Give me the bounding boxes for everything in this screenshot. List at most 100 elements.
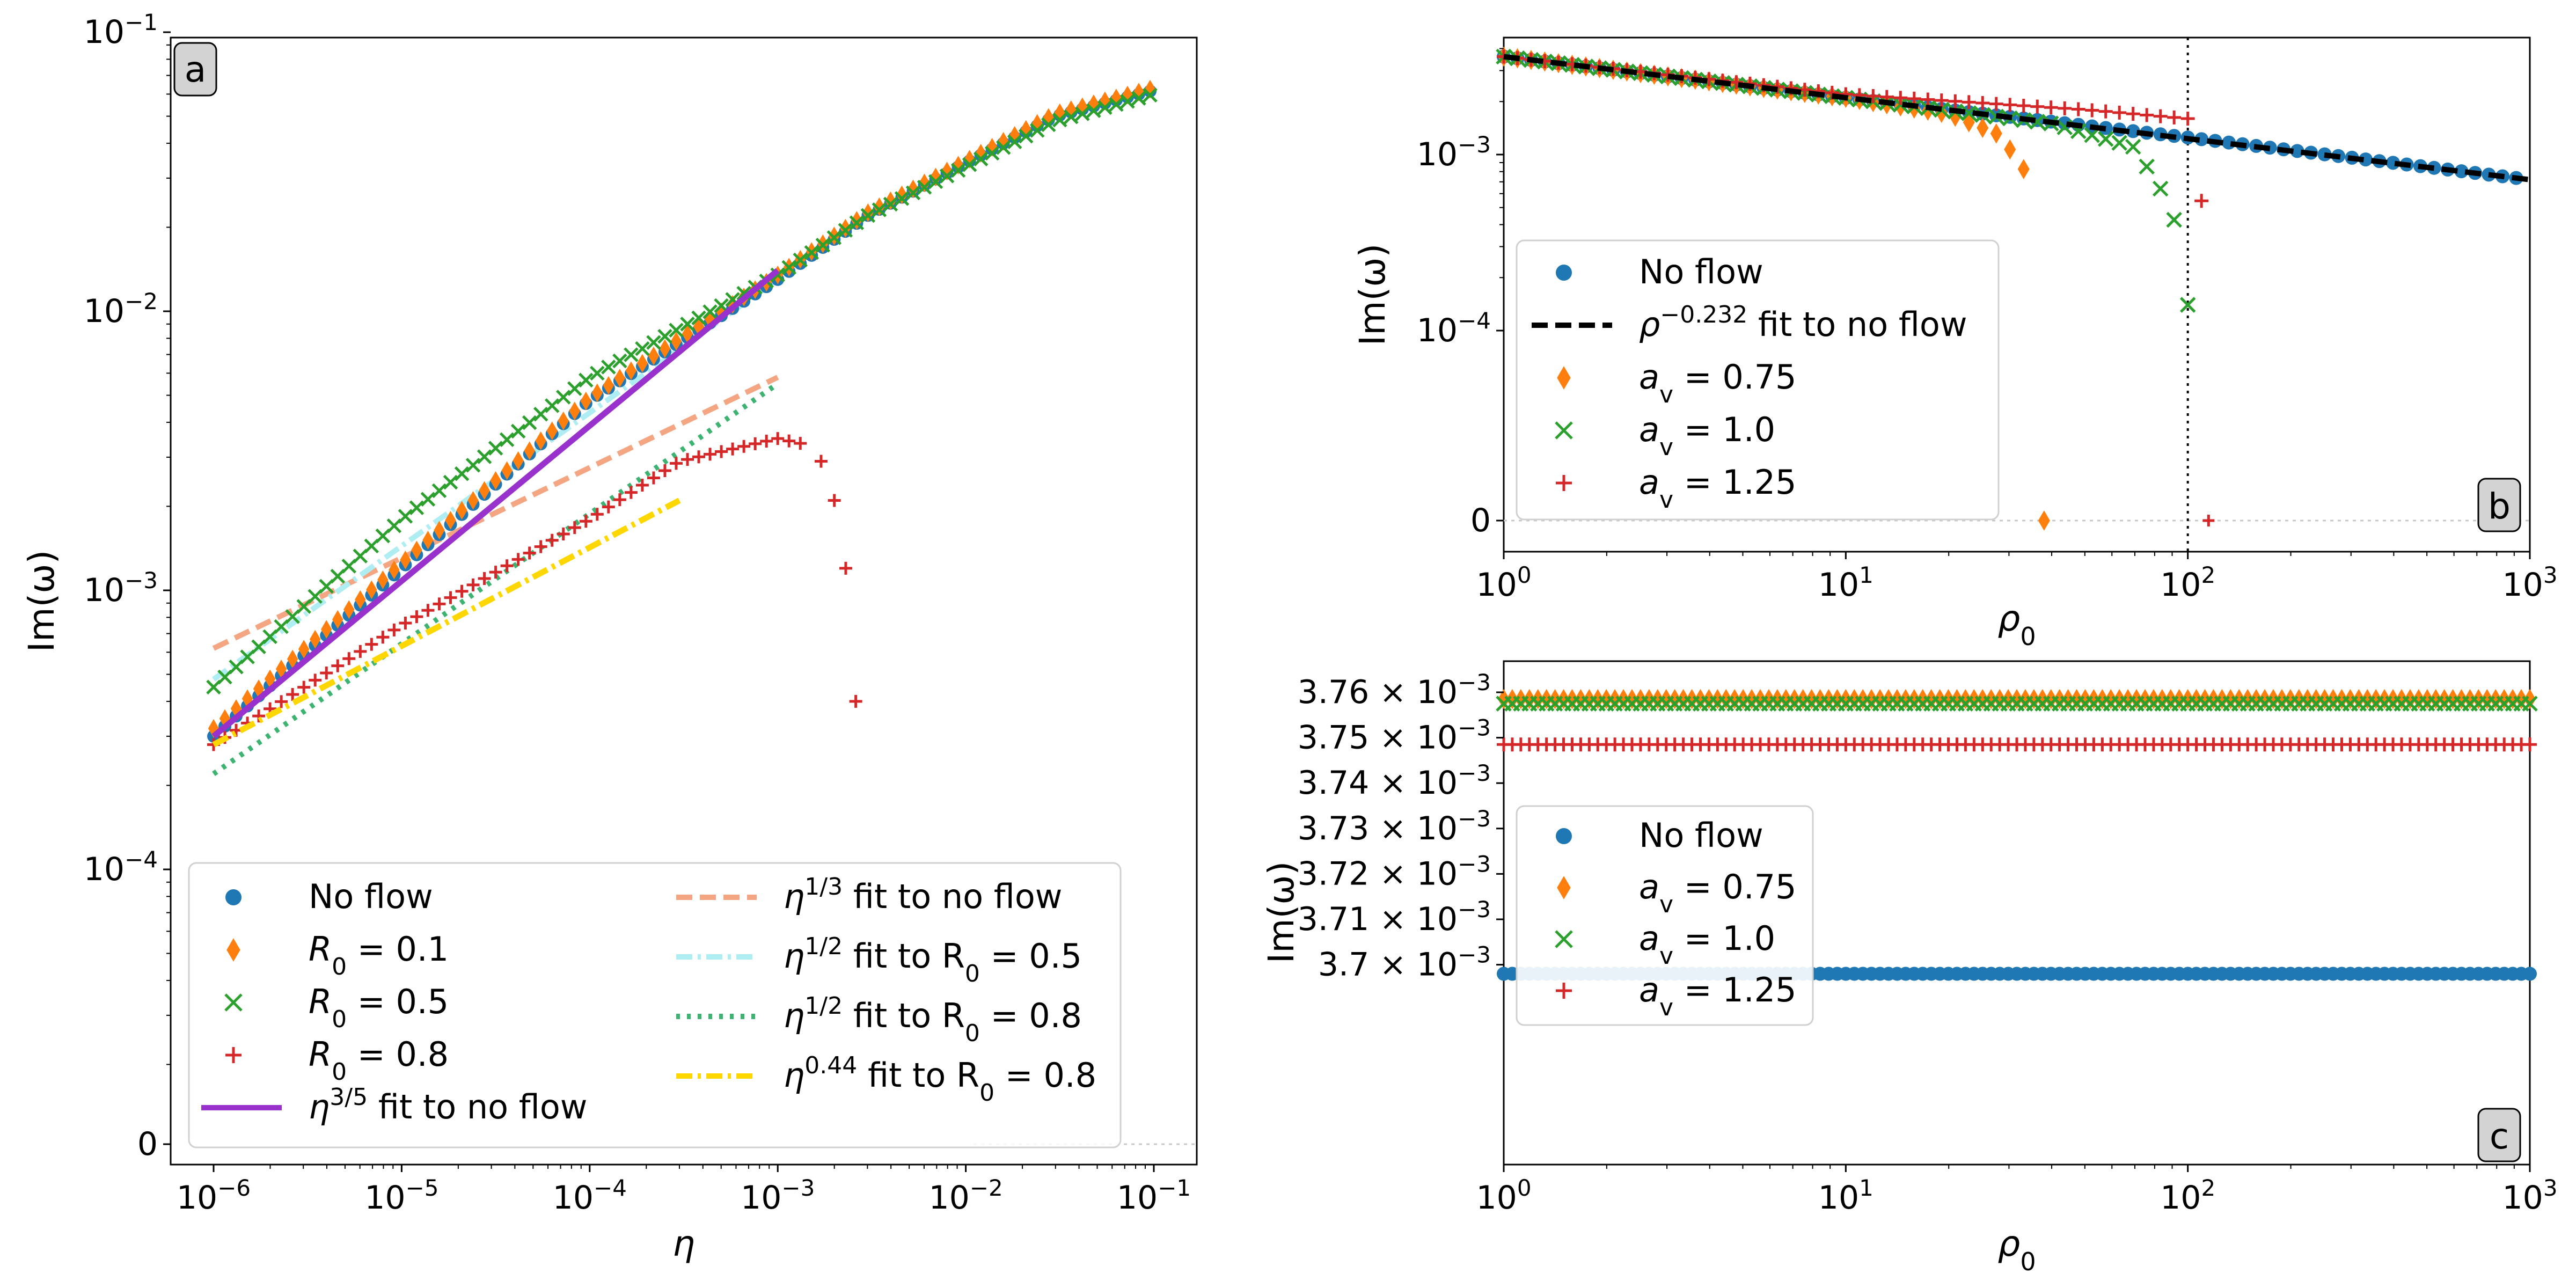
marker-a-v-0-75 — [2173, 689, 2185, 709]
marker-a-v-0-75 — [2070, 689, 2083, 709]
marker-r0-0-5 — [781, 260, 796, 275]
marker-r0-0-8 — [275, 695, 288, 708]
marker-r0-0-1 — [919, 173, 930, 193]
legend-label: R0 = 0.5 — [309, 982, 449, 1033]
marker-r0-0-5 — [454, 466, 470, 481]
marker-r0-0-1 — [253, 679, 265, 698]
marker-a-v-1-0 — [2111, 135, 2127, 151]
legend-label: η1/2 fit to R0 = 0.8 — [784, 992, 1082, 1047]
legend-entry: η0.44 fit to R0 = 0.8 — [676, 1052, 1096, 1107]
legend-swatch-x — [1555, 930, 1573, 948]
marker-r0-0-8 — [760, 434, 773, 448]
marker-r0-0-1 — [953, 156, 964, 175]
marker-a-v-0-75 — [1703, 689, 1715, 709]
marker-r0-0-1 — [670, 332, 682, 351]
legend-swatch-diamond — [1557, 876, 1571, 899]
marker-a-v-0-75 — [2438, 689, 2450, 709]
marker-r0-0-5 — [950, 163, 966, 178]
panel-a-legend: No flow R0 = 0.1R0 = 0.5R0 = 0.8η3/5 fit … — [188, 862, 1122, 1148]
marker-r0-0-8 — [602, 500, 615, 514]
marker-a-v-1-25 — [2003, 98, 2017, 112]
marker-r0-0-8 — [523, 546, 536, 560]
x-tick-label: 102 — [2160, 1175, 2215, 1217]
marker-r0-0-5 — [555, 390, 571, 405]
marker-a-v-1-25 — [1934, 93, 1949, 108]
marker-r0-0-5 — [646, 335, 661, 350]
marker-a-v-1-25 — [2180, 112, 2195, 126]
marker-r0-0-5 — [1131, 91, 1146, 106]
legend-entry: R0 = 0.1 — [226, 930, 449, 980]
marker-a-v-0-75 — [2105, 689, 2117, 709]
marker-a-v-0-75 — [1831, 689, 1843, 709]
marker-a-v-0-75 — [1797, 689, 1809, 709]
legend-entry: η3/5 fit to no flow — [201, 1084, 587, 1126]
marker-r0-0-8 — [568, 521, 581, 535]
marker-r0-0-5 — [522, 415, 537, 430]
y-tick-label: 10−4 — [84, 846, 158, 889]
marker-a-v-0-75 — [2139, 689, 2151, 709]
marker-a-v-0-75 — [1916, 689, 1929, 709]
fit-line-overlay-0-44-fit-to-r0-0-8 — [212, 497, 681, 748]
marker-a-v-0-75 — [1882, 689, 1895, 709]
panel-a-badge: a — [173, 42, 217, 97]
marker-a-v-0-75 — [1600, 689, 1613, 709]
marker-a-v-0-75 — [2421, 689, 2433, 709]
marker-r0-0-8 — [331, 659, 345, 672]
marker-r0-0-1 — [287, 649, 298, 669]
marker-a-v-0-75 — [1977, 689, 1989, 709]
marker-r0-0-1 — [400, 551, 411, 569]
legend-swatch-circle — [1556, 828, 1572, 844]
marker-r0-0-5 — [1109, 97, 1124, 112]
marker-r0-0-5 — [1097, 100, 1113, 115]
marker-a-v-0-75 — [1729, 689, 1741, 709]
marker-r0-0-8 — [489, 566, 502, 579]
marker-r0-0-1 — [434, 521, 445, 540]
marker-a-v-1-25 — [1729, 75, 1744, 90]
marker-a-v-1-25 — [2016, 98, 2031, 113]
marker-r0-0-8 — [635, 479, 649, 492]
x-tick-label: 102 — [2160, 562, 2215, 604]
marker-r0-0-8 — [704, 448, 717, 461]
y-tick-label: 0 — [137, 1125, 158, 1163]
marker-r0-0-1 — [930, 167, 941, 187]
marker-r0-0-1 — [411, 540, 422, 560]
legend-entry: No flow — [1556, 252, 1763, 291]
marker-a-v-0-75 — [2062, 689, 2074, 709]
marker-r0-0-8 — [737, 440, 751, 453]
y-tick-label: 3.71 × 10−3 — [1298, 896, 1491, 939]
marker-r0-0-1 — [389, 560, 400, 580]
marker-a-v-0-75 — [2079, 689, 2091, 709]
marker-a-v-0-75 — [2301, 689, 2314, 709]
marker-a-v-0-75 — [2327, 689, 2339, 709]
marker-r0-0-1 — [1099, 91, 1111, 111]
marker-a-v-0-75 — [2131, 689, 2143, 709]
marker-a-v-0-75 — [2096, 689, 2109, 709]
marker-a-v-0-75 — [1575, 689, 1587, 709]
marker-a-v-0-75 — [2028, 689, 2040, 709]
marker-a-v-1-25 — [2030, 99, 2045, 114]
marker-a-v-0-75 — [2199, 689, 2211, 709]
marker-r0-0-1 — [558, 411, 569, 430]
legend-label: av = 1.25 — [1639, 463, 1796, 514]
marker-a-v-0-75 — [1823, 689, 1835, 709]
marker-r0-0-8 — [252, 709, 266, 723]
marker-a-v-0-75 — [1686, 689, 1698, 709]
marker-a-v-0-75 — [1942, 689, 1955, 709]
marker-a-v-1-0 — [2152, 180, 2169, 197]
marker-r0-0-1 — [1009, 126, 1020, 145]
marker-a-v-0-75 — [1949, 106, 1962, 127]
marker-a-v-0-75 — [1660, 689, 1672, 709]
marker-no-flow — [2454, 164, 2469, 179]
marker-r0-0-1 — [580, 391, 591, 411]
marker-r0-0-8 — [749, 437, 762, 450]
legend-entry: No flow — [225, 877, 433, 916]
marker-r0-0-1 — [524, 441, 535, 460]
marker-r0-0-8 — [399, 617, 412, 630]
marker-a-v-0-75 — [1985, 689, 1997, 709]
marker-a-v-0-75 — [2004, 139, 2016, 160]
marker-a-v-1-25 — [2044, 100, 2058, 115]
legend-swatch-plus — [1556, 983, 1572, 999]
x-tick-label: 10−4 — [553, 1175, 627, 1217]
marker-a-v-0-75 — [2353, 689, 2365, 709]
marker-r0-0-5 — [1029, 123, 1045, 138]
